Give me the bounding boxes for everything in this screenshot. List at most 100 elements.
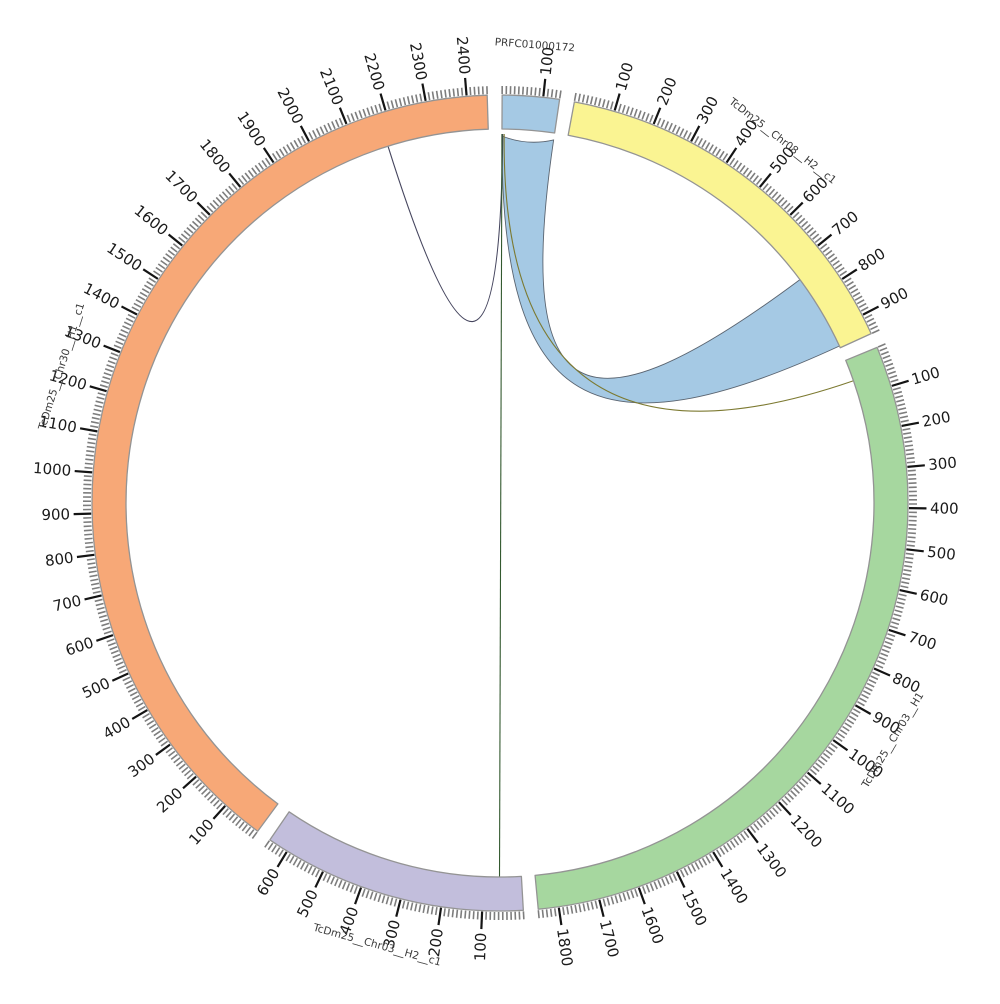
minor-tick — [242, 176, 247, 182]
minor-tick — [103, 627, 111, 629]
tick-label: 100 — [185, 815, 218, 848]
minor-tick — [126, 318, 133, 322]
minor-tick — [140, 292, 147, 296]
minor-tick — [818, 760, 824, 765]
major-tick — [615, 94, 620, 111]
minor-tick — [134, 699, 141, 703]
minor-tick — [843, 726, 850, 730]
major-tick — [422, 84, 425, 101]
minor-tick — [350, 885, 353, 892]
minor-tick — [92, 587, 100, 589]
minor-tick — [888, 372, 896, 375]
minor-tick — [412, 95, 414, 103]
minor-tick — [899, 412, 907, 414]
minor-tick — [242, 825, 247, 831]
minor-tick — [93, 413, 101, 415]
minor-tick — [259, 163, 264, 170]
major-tick — [396, 900, 400, 917]
minor-tick — [840, 271, 847, 275]
minor-tick — [185, 770, 191, 775]
minor-tick — [187, 228, 193, 233]
major-tick — [80, 428, 97, 431]
minor-tick — [86, 551, 94, 552]
minor-tick — [902, 578, 910, 579]
major-tick — [481, 912, 482, 929]
minor-tick — [166, 254, 172, 259]
minor-tick — [470, 87, 471, 95]
minor-tick — [138, 707, 145, 711]
minor-tick — [587, 95, 589, 103]
minor-tick — [884, 360, 892, 363]
major-tick — [747, 829, 758, 843]
minor-tick — [382, 895, 384, 903]
minor-tick — [538, 910, 539, 918]
minor-tick — [878, 344, 885, 347]
minor-tick — [469, 911, 470, 919]
tick-label: 1600 — [638, 904, 668, 946]
minor-tick — [239, 822, 244, 828]
minor-tick — [195, 218, 201, 223]
minor-tick — [642, 112, 645, 120]
minor-tick — [880, 348, 887, 351]
minor-tick — [888, 634, 896, 637]
minor-tick — [815, 237, 821, 242]
tick-label: 1100 — [817, 780, 858, 819]
minor-tick — [88, 567, 96, 568]
minor-tick — [904, 570, 912, 571]
minor-tick — [845, 723, 852, 727]
minor-tick — [885, 642, 893, 645]
minor-tick — [111, 651, 118, 654]
minor-tick — [882, 649, 889, 652]
minor-tick — [415, 903, 417, 911]
minor-tick — [895, 610, 903, 612]
minor-tick — [149, 278, 156, 282]
major-tick — [90, 386, 107, 391]
minor-tick — [123, 677, 130, 680]
minor-tick — [275, 848, 279, 855]
minor-tick — [669, 875, 672, 882]
minor-tick — [619, 894, 621, 902]
minor-tick — [539, 88, 540, 96]
major-tick — [818, 235, 832, 246]
minor-tick — [436, 907, 437, 915]
minor-tick — [773, 808, 778, 814]
minor-tick — [161, 261, 168, 266]
minor-tick — [114, 658, 121, 661]
tick-label: 1400 — [716, 865, 751, 907]
minor-tick — [905, 445, 913, 446]
minor-tick — [560, 90, 561, 98]
minor-tick — [571, 906, 572, 914]
minor-tick — [121, 330, 128, 333]
minor-tick — [861, 694, 868, 698]
minor-tick — [171, 247, 177, 252]
minor-tick — [145, 717, 152, 721]
minor-tick — [527, 87, 528, 95]
minor-tick — [452, 909, 453, 917]
minor-tick — [323, 873, 326, 880]
minor-tick — [905, 562, 913, 563]
minor-tick — [684, 130, 688, 137]
minor-tick — [117, 337, 124, 340]
minor-tick — [444, 908, 445, 916]
tick-label: 1700 — [161, 167, 201, 207]
minor-tick — [108, 361, 116, 364]
major-tick — [863, 307, 879, 315]
minor-tick — [85, 538, 93, 539]
tick-label: 2000 — [273, 85, 307, 127]
minor-tick — [760, 819, 765, 825]
minor-tick — [650, 115, 653, 122]
minor-tick — [821, 757, 827, 762]
minor-tick — [214, 800, 219, 806]
minor-tick — [766, 186, 771, 192]
minor-tick — [280, 149, 284, 156]
minor-tick — [262, 161, 267, 168]
minor-tick — [390, 898, 392, 906]
minor-tick — [881, 352, 888, 355]
minor-tick — [799, 782, 805, 787]
minor-tick — [116, 341, 123, 344]
tick-label: 2100 — [316, 66, 347, 108]
minor-tick — [695, 862, 699, 869]
minor-tick — [794, 788, 800, 794]
major-tick — [121, 306, 137, 314]
minor-tick — [634, 109, 637, 117]
